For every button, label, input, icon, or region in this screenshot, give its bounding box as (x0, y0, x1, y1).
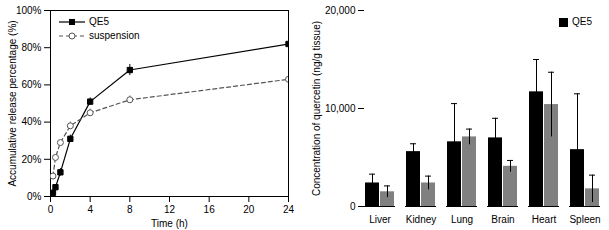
svg-text:Concentration of quercetin (ng: Concentration of quercetin (ng/g tissue) (311, 21, 322, 196)
svg-text:8: 8 (127, 204, 133, 215)
svg-text:20: 20 (243, 204, 255, 215)
svg-text:20,000: 20,000 (325, 5, 356, 16)
svg-text:Lung: Lung (451, 214, 473, 225)
html-text:QE5: QE5 (89, 16, 109, 27)
svg-text:10,000: 10,000 (325, 103, 356, 114)
svg-text:40%: 40% (21, 116, 41, 127)
svg-text:0: 0 (48, 204, 54, 215)
svg-text:60%: 60% (21, 79, 41, 90)
svg-text:20%: 20% (21, 154, 41, 165)
svg-text:Spleen: Spleen (569, 214, 600, 225)
svg-text:100%: 100% (16, 5, 42, 16)
svg-text:Time (h): Time (h) (151, 218, 188, 229)
svg-text:24: 24 (283, 204, 295, 215)
html-text:QE5: QE5 (572, 16, 592, 27)
svg-text:Accumulative release percentag: Accumulative release percentage (%) (7, 20, 18, 186)
svg-text:12: 12 (164, 204, 176, 215)
svg-text:80%: 80% (21, 42, 41, 53)
svg-text:0: 0 (350, 201, 356, 212)
svg-text:Heart: Heart (532, 214, 557, 225)
svg-text:0%: 0% (27, 191, 42, 202)
svg-text:Kidney: Kidney (406, 214, 437, 225)
svg-text:4: 4 (87, 204, 93, 215)
svg-text:Brain: Brain (491, 214, 514, 225)
svg-text:16: 16 (204, 204, 216, 215)
html-text:suspension: suspension (89, 30, 140, 41)
svg-text:Liver: Liver (369, 214, 391, 225)
